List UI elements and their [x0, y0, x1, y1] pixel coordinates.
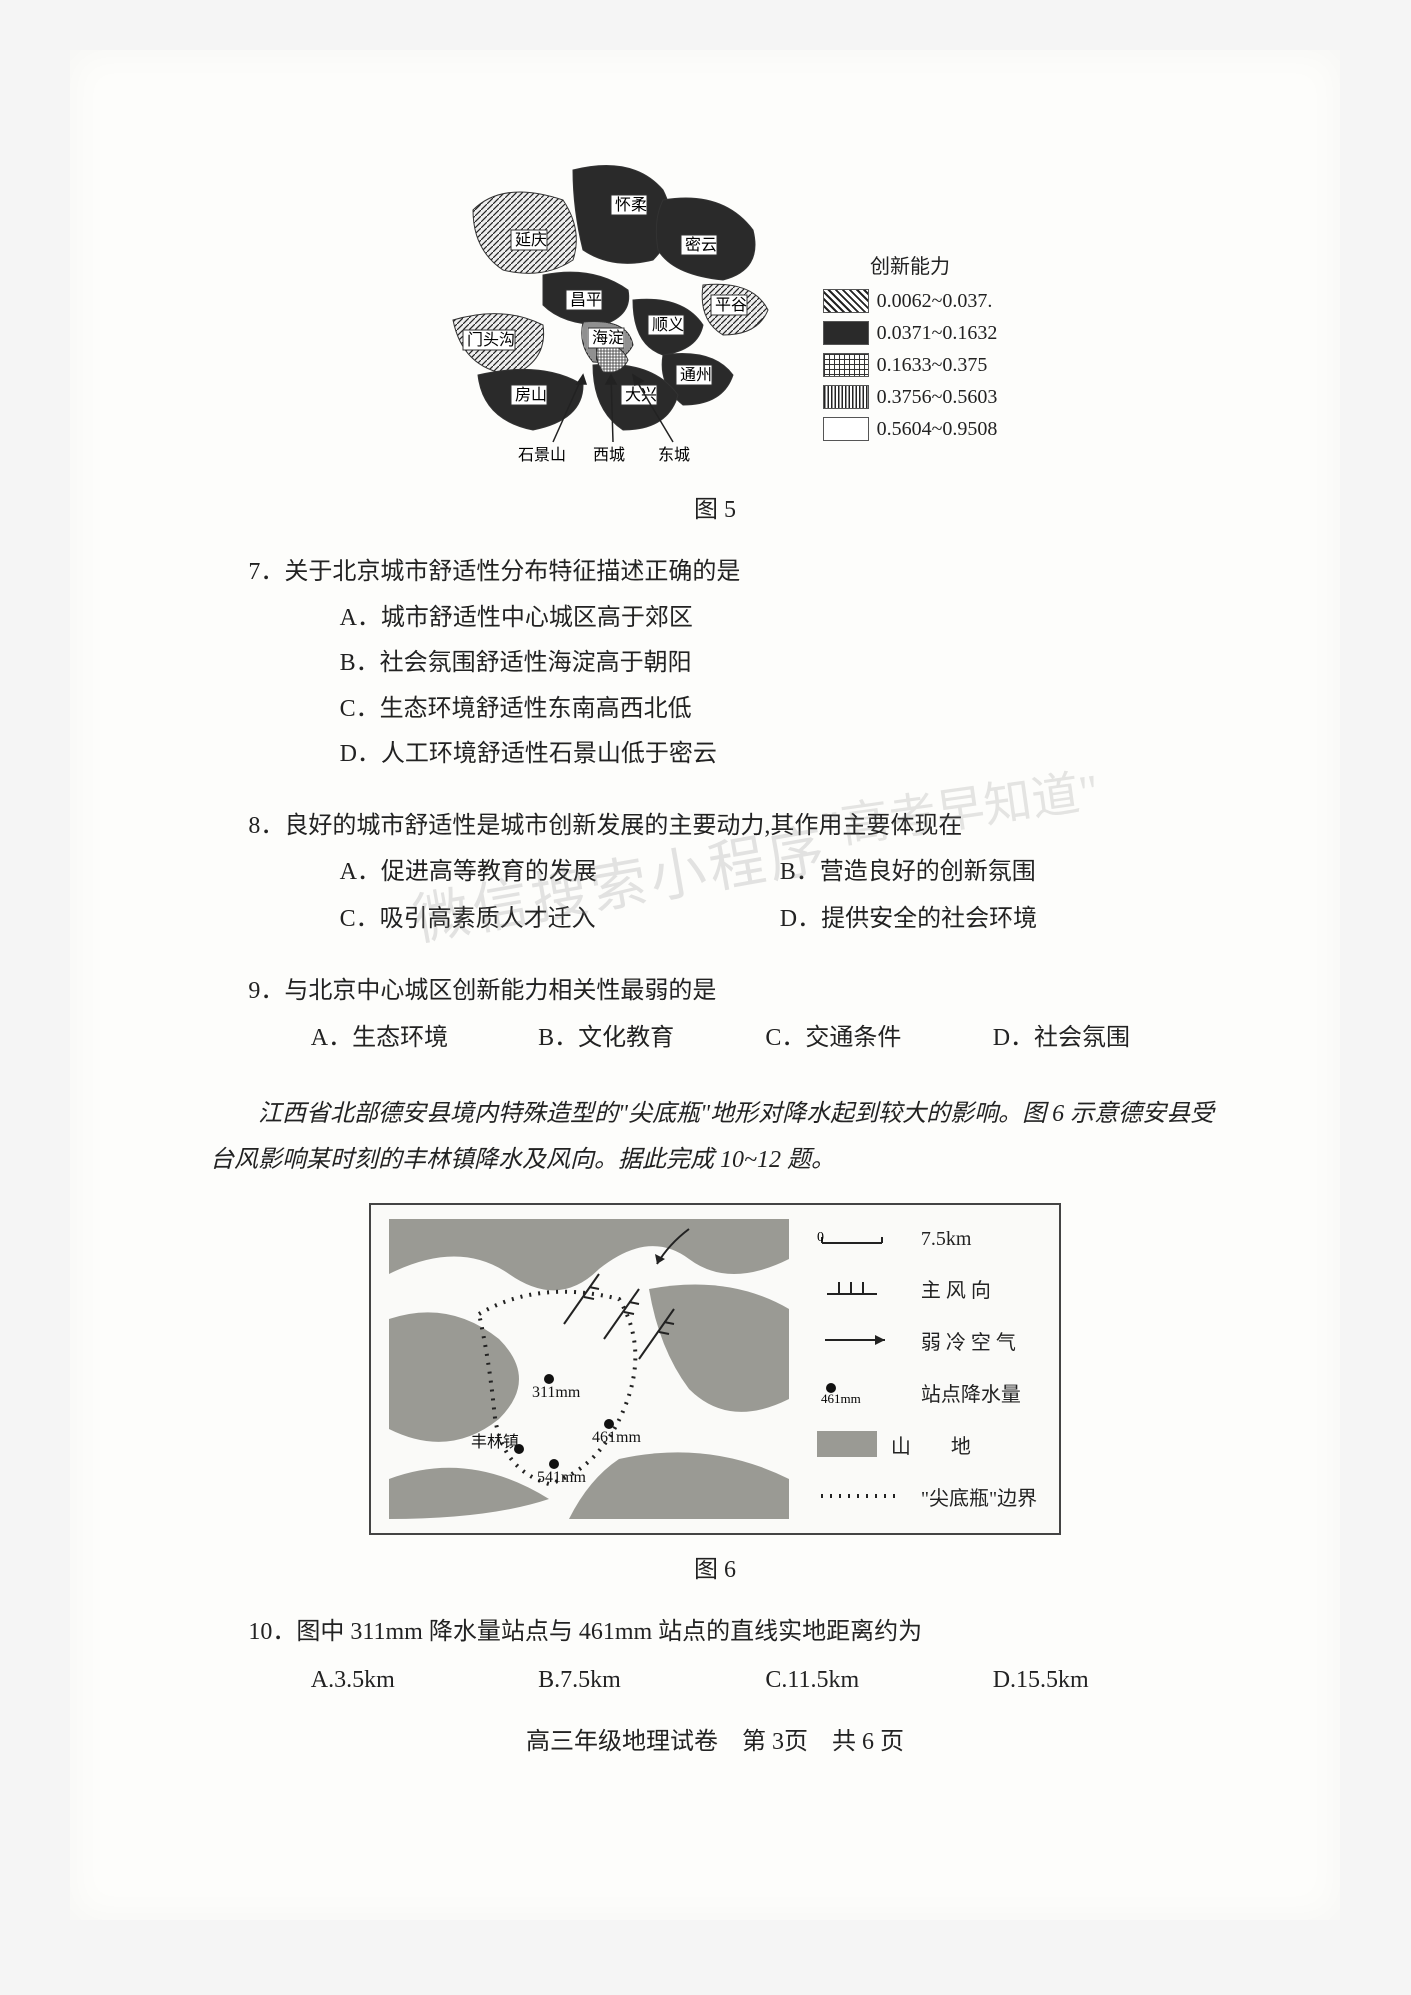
- exam-page: 延庆 怀柔 密云 昌平 平谷 顺义 门头沟 海淀 通州 房山 大兴: [70, 50, 1340, 1920]
- label-changping: 昌平: [570, 292, 602, 309]
- figure-5: 延庆 怀柔 密云 昌平 平谷 顺义 门头沟 海淀 通州 房山 大兴: [210, 150, 1220, 524]
- q7-opt-a: A．城市舒适性中心城区高于郊区: [340, 596, 1220, 642]
- callout-xicheng: 西城: [593, 446, 625, 464]
- q8-opt-d: D．提供安全的社会环境: [780, 897, 1220, 943]
- legend-range-2: 0.0371~0.1632: [877, 322, 998, 345]
- q9-opt-c: C．交通条件: [765, 1016, 992, 1062]
- q7-stem: 7．关于北京城市舒适性分布特征描述正确的是: [210, 550, 1220, 596]
- q9-opt-b: B．文化教育: [538, 1016, 765, 1062]
- figure-6-legend: 0 7.5km 主 风 向 弱 冷 空 气 461mm 站点降水量 山: [813, 1219, 1041, 1519]
- legend-swatch-4: [823, 385, 869, 409]
- legend-swatch-1: [823, 289, 869, 313]
- label-shunyi: 顺义: [652, 316, 684, 334]
- legend-range-5: 0.5604~0.9508: [877, 418, 998, 441]
- page-footer: 高三年级地理试卷 第 3页 共 6 页: [210, 1721, 1220, 1756]
- station-461: 461mm: [592, 1429, 641, 1446]
- q8-stem: 8．良好的城市舒适性是城市创新发展的主要动力,其作用主要体现在: [210, 804, 1220, 850]
- callout-dongcheng: 东城: [658, 446, 690, 464]
- legend-station: 461mm 站点降水量: [817, 1378, 1037, 1407]
- beijing-map-svg: 延庆 怀柔 密云 昌平 平谷 顺义 门头沟 海淀 通州 房山 大兴: [433, 150, 813, 470]
- legend-bottle-label: "尖底瓶"边界: [921, 1482, 1037, 1511]
- figure-5-legend: 创新能力 0.0062~0.037. 0.0371~0.1632 0.1633~…: [823, 250, 998, 441]
- q7-opt-b: B．社会氛围舒适性海淀高于朝阳: [340, 641, 1220, 687]
- fenglin-map-svg: 311mm 461mm 541mm 丰林镇: [389, 1219, 789, 1519]
- question-9: 9．与北京中心城区创新能力相关性最弱的是 A．生态环境 B．文化教育 C．交通条…: [210, 969, 1220, 1062]
- legend-range-1: 0.0062~0.037.: [877, 290, 993, 313]
- figure-6-caption: 图 6: [210, 1549, 1220, 1584]
- legend-swatch-5: [823, 417, 869, 441]
- q9-opt-d: D．社会氛围: [993, 1016, 1220, 1062]
- q9-opt-a: A．生态环境: [311, 1016, 538, 1062]
- station-541: 541mm: [537, 1469, 586, 1486]
- legend-bottle: "尖底瓶"边界: [817, 1482, 1037, 1511]
- q10-opt-c: C.11.5km: [765, 1658, 992, 1704]
- legend-range-3: 0.1633~0.375: [877, 354, 988, 377]
- figure-6: 311mm 461mm 541mm 丰林镇 0 7.5km 主 风 向 弱 冷: [210, 1203, 1220, 1584]
- q10-stem: 10．图中 311mm 降水量站点与 461mm 站点的直线实地距离约为: [210, 1610, 1220, 1656]
- svg-text:461mm: 461mm: [821, 1391, 861, 1404]
- legend-title: 创新能力: [823, 250, 998, 279]
- legend-wind-main: 主 风 向: [817, 1274, 1037, 1303]
- legend-wind-main-label: 主 风 向: [921, 1274, 991, 1303]
- q7-opt-c: C．生态环境舒适性东南高西北低: [340, 687, 1220, 733]
- figure-5-content: 延庆 怀柔 密云 昌平 平谷 顺义 门头沟 海淀 通州 房山 大兴: [433, 150, 998, 470]
- svg-text:0: 0: [817, 1230, 824, 1245]
- passage-q10-12: 江西省北部德安县境内特殊造型的"尖底瓶"地形对降水起到较大的影响。图 6 示意德…: [210, 1092, 1220, 1183]
- legend-scale: 0 7.5km: [817, 1228, 1037, 1251]
- label-haidian: 海淀: [592, 329, 624, 347]
- question-7: 7．关于北京城市舒适性分布特征描述正确的是 A．城市舒适性中心城区高于郊区 B．…: [210, 550, 1220, 778]
- question-10: 10．图中 311mm 降水量站点与 461mm 站点的直线实地距离约为 A.3…: [210, 1610, 1220, 1703]
- legend-swatch-3: [823, 353, 869, 377]
- figure-6-box: 311mm 461mm 541mm 丰林镇 0 7.5km 主 风 向 弱 冷: [369, 1203, 1061, 1535]
- scale-label: 7.5km: [921, 1228, 972, 1251]
- legend-range-4: 0.3756~0.5603: [877, 386, 998, 409]
- label-pinggu: 平谷: [715, 296, 747, 314]
- label-mentougou: 门头沟: [467, 331, 515, 349]
- legend-station-label: 站点降水量: [921, 1378, 1021, 1407]
- label-miyun: 密云: [685, 236, 717, 254]
- q7-opt-d: D．人工环境舒适性石景山低于密云: [340, 732, 1220, 778]
- legend-swatch-2: [823, 321, 869, 345]
- q10-opt-b: B.7.5km: [538, 1658, 765, 1704]
- label-tongzhou: 通州: [680, 366, 712, 384]
- callout-shijingshan: 石景山: [518, 446, 566, 464]
- legend-cold-air-label: 弱 冷 空 气: [921, 1326, 1016, 1355]
- legend-mountain-label: 山 地: [891, 1430, 971, 1459]
- q8-opt-a: A．促进高等教育的发展: [340, 850, 780, 896]
- q8-opt-c: C．吸引高素质人才迁入: [340, 897, 780, 943]
- legend-cold-air: 弱 冷 空 气: [817, 1326, 1037, 1355]
- q8-opt-b: B．营造良好的创新氛围: [780, 850, 1220, 896]
- label-fangshan: 房山: [515, 386, 547, 404]
- town-label: 丰林镇: [471, 1433, 519, 1451]
- label-yanqing: 延庆: [515, 231, 547, 249]
- label-huairou: 怀柔: [615, 196, 647, 214]
- legend-mountain: 山 地: [817, 1430, 1037, 1459]
- question-8: 8．良好的城市舒适性是城市创新发展的主要动力,其作用主要体现在 A．促进高等教育…: [210, 804, 1220, 943]
- q9-stem: 9．与北京中心城区创新能力相关性最弱的是: [210, 969, 1220, 1015]
- q10-opt-a: A.3.5km: [311, 1658, 538, 1704]
- figure-5-caption: 图 5: [210, 489, 1220, 524]
- station-311: 311mm: [532, 1384, 581, 1401]
- q10-opt-d: D.15.5km: [993, 1658, 1220, 1704]
- mountain-swatch-icon: [817, 1431, 877, 1457]
